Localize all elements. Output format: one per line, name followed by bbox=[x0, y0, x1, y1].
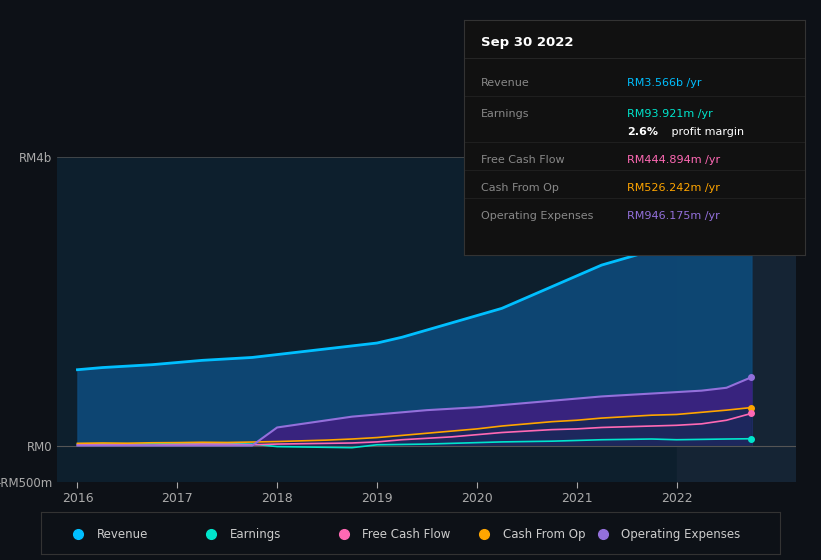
Text: RM3.566b /yr: RM3.566b /yr bbox=[627, 78, 702, 88]
Text: Cash From Op: Cash From Op bbox=[502, 528, 585, 541]
Text: Free Cash Flow: Free Cash Flow bbox=[363, 528, 451, 541]
Text: Earnings: Earnings bbox=[481, 109, 530, 119]
Text: Operating Expenses: Operating Expenses bbox=[621, 528, 741, 541]
Text: RM93.921m /yr: RM93.921m /yr bbox=[627, 109, 713, 119]
Text: RM526.242m /yr: RM526.242m /yr bbox=[627, 183, 720, 193]
Text: Sep 30 2022: Sep 30 2022 bbox=[481, 36, 573, 49]
Text: Operating Expenses: Operating Expenses bbox=[481, 211, 594, 221]
Text: 2.6%: 2.6% bbox=[627, 128, 658, 138]
Text: Revenue: Revenue bbox=[481, 78, 530, 88]
Bar bbox=[677, 157, 796, 482]
Text: RM946.175m /yr: RM946.175m /yr bbox=[627, 211, 720, 221]
Text: Cash From Op: Cash From Op bbox=[481, 183, 559, 193]
Text: profit margin: profit margin bbox=[668, 128, 745, 138]
Text: Revenue: Revenue bbox=[97, 528, 148, 541]
Text: RM444.894m /yr: RM444.894m /yr bbox=[627, 155, 721, 165]
Text: Free Cash Flow: Free Cash Flow bbox=[481, 155, 565, 165]
Text: Earnings: Earnings bbox=[230, 528, 281, 541]
